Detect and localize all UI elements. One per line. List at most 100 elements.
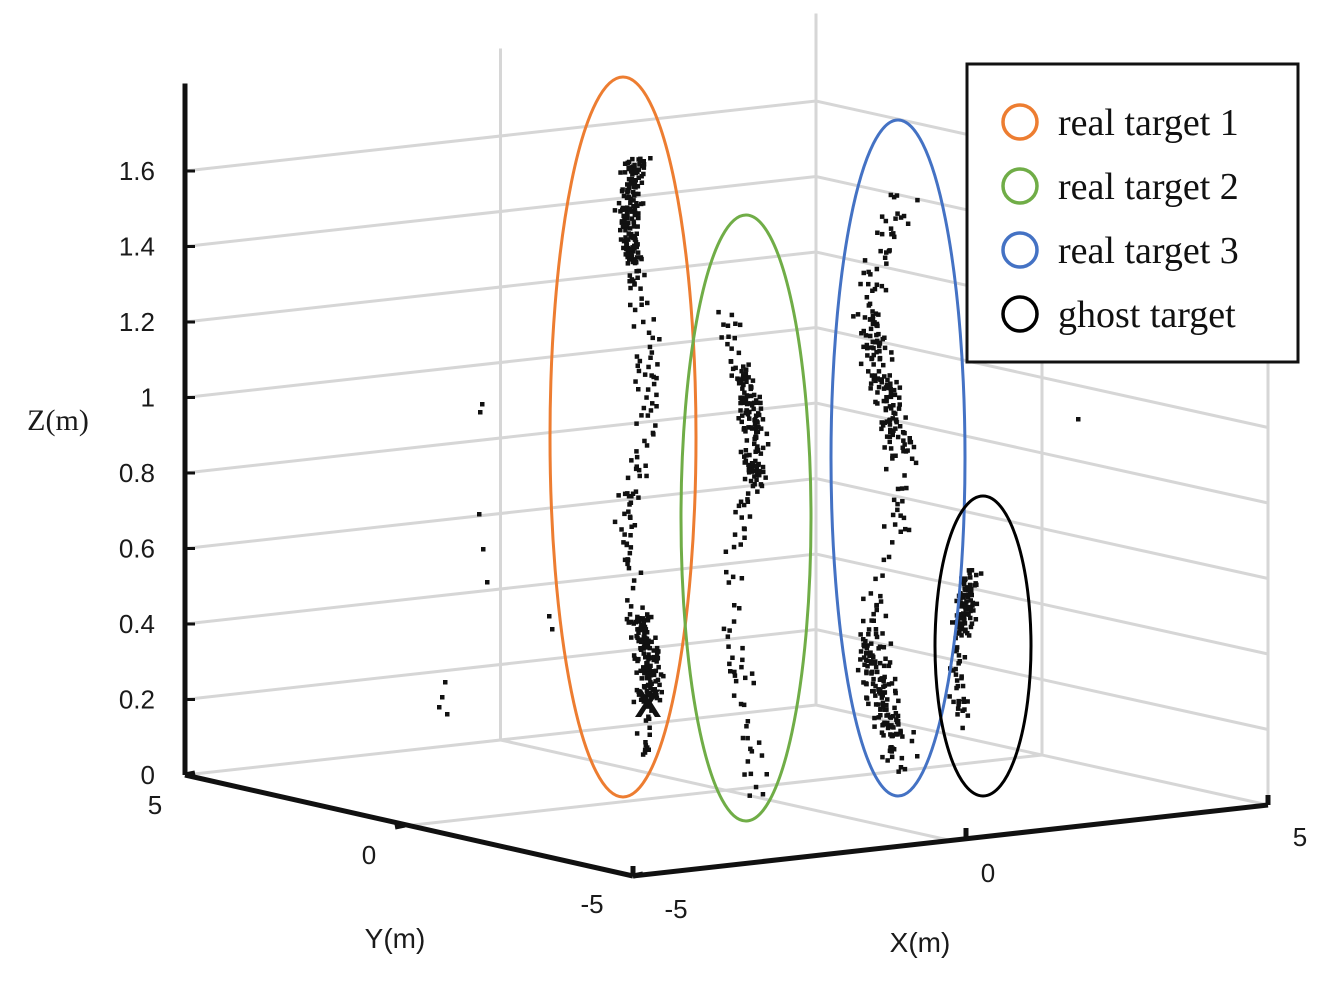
legend-label: ghost target [1058,294,1236,336]
legend-marker [1001,103,1039,141]
data-point [736,416,741,421]
data-point [750,483,756,489]
data-point [969,621,975,626]
data-point [973,581,978,586]
data-point [654,652,660,657]
data-point [955,706,961,711]
data-point [646,716,652,722]
data-point [636,689,641,694]
data-point [733,321,738,326]
data-point [890,416,895,421]
data-point [869,641,874,646]
data-point [871,660,876,666]
data-point [890,453,895,459]
data-point [631,198,636,203]
data-point [636,467,642,473]
data-point [753,425,759,430]
data-point [873,683,878,689]
data-point [888,715,894,720]
data-point [868,386,873,391]
data-point [889,754,895,760]
data-point [641,159,646,164]
data-point [892,392,898,398]
data-point [759,753,765,758]
data-point [645,639,650,645]
data-point [731,619,737,624]
data-point [882,690,888,695]
x-tick-label: 0 [981,858,995,888]
data-point [868,333,873,339]
data-point [882,374,887,379]
data-point [648,663,653,669]
data-point [953,672,959,677]
data-point [631,204,636,209]
data-point [953,666,958,672]
data-point [644,395,649,400]
data-point [878,599,884,604]
data-point [882,255,888,260]
data-point [892,705,897,711]
data-point [884,395,889,400]
data-point [874,607,879,613]
data-point [897,385,903,390]
data-point [723,549,729,554]
data-point [888,394,894,400]
data-point [653,679,658,684]
data-point [858,657,863,662]
data-point [649,669,654,674]
data-point [721,626,727,632]
z-tick-label: 0.4 [119,609,155,639]
data-point [743,429,748,434]
data-point [957,629,962,635]
data-point [851,314,856,319]
data-point [724,569,729,575]
data-point [736,377,741,382]
data-point [861,270,866,276]
data-point [873,664,879,670]
data-point [745,497,750,502]
data-point [876,343,882,349]
data-point [634,731,640,736]
z-axis-title: Z(m) [27,404,89,437]
data-point [648,408,654,413]
data-point [875,669,880,675]
data-point [740,735,746,741]
data-point [648,156,653,161]
y-tick-label: -5 [580,889,603,919]
data-point [865,353,870,358]
data-point [747,452,752,458]
data-point [877,356,882,362]
data-point [725,323,731,328]
data-point [884,261,889,266]
data-point [878,688,883,694]
data-point [643,743,649,748]
data-point [630,585,636,591]
data-point [631,278,636,284]
data-point [885,725,891,731]
data-point [741,702,747,708]
legend-label: real target 2 [1058,166,1239,208]
data-point [644,443,650,448]
data-point [884,398,889,404]
data-point [647,344,653,350]
data-point [866,281,871,287]
data-point [970,603,975,608]
data-point [868,591,874,596]
data-point [621,213,626,219]
data-point [964,599,969,604]
data-point [883,613,889,619]
z-tick-label: 0.2 [119,685,155,715]
z-tick-label: 1.4 [119,232,155,262]
data-point [731,544,737,550]
data-point [739,664,744,670]
data-point [959,626,965,632]
data-point [875,230,880,235]
data-point [896,698,901,704]
data-point [881,386,887,391]
data-point [890,432,895,438]
data-point [726,644,731,649]
data-point [963,606,968,612]
data-point [872,373,878,378]
data-point [731,693,737,698]
data-point [891,403,896,408]
